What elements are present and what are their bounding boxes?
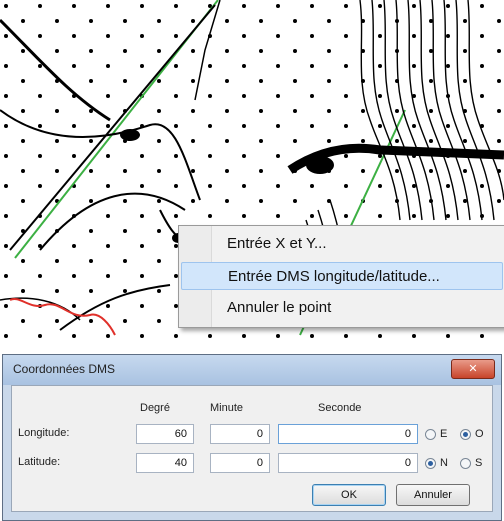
close-icon[interactable]: ✕ — [451, 359, 495, 379]
dialog-titlebar[interactable]: Coordonnées DMS ✕ — [3, 355, 501, 385]
cancel-button[interactable]: Annuler — [396, 484, 470, 506]
latitude-minute-field[interactable]: 0 — [210, 453, 270, 473]
dialog-body: Degré Minute Seconde Longitude: 60 0 0 E… — [11, 385, 493, 512]
menu-item-cancel-point[interactable]: Annuler le point — [227, 299, 332, 316]
latitude-south-label: S — [475, 457, 483, 469]
latitude-label: Latitude: — [18, 456, 61, 468]
latitude-second-field[interactable]: 0 — [278, 453, 418, 473]
menu-item-xy-entry[interactable]: Entrée X et Y... — [227, 235, 327, 252]
longitude-west-radio[interactable] — [460, 429, 471, 440]
latitude-north-radio[interactable] — [425, 458, 436, 469]
dialog-title: Coordonnées DMS — [13, 362, 116, 376]
longitude-minute-field[interactable]: 0 — [210, 424, 270, 444]
longitude-east-radio[interactable] — [425, 429, 436, 440]
header-second: Seconde — [318, 402, 362, 414]
header-degree: Degré — [140, 402, 170, 414]
map-drawing — [0, 0, 504, 340]
map-canvas[interactable] — [0, 0, 504, 340]
ok-button[interactable]: OK — [312, 484, 386, 506]
longitude-label: Longitude: — [18, 427, 70, 439]
latitude-north-label: N — [440, 457, 448, 469]
longitude-west-label: O — [475, 428, 484, 440]
longitude-second-field[interactable]: 0 — [278, 424, 418, 444]
longitude-degree-field[interactable]: 60 — [136, 424, 194, 444]
context-menu: Entrée X et Y... Entrée DMS longitude/la… — [178, 225, 504, 328]
menu-item-dms-entry[interactable]: Entrée DMS longitude/latitude... — [181, 262, 503, 290]
separator-band — [0, 340, 504, 354]
latitude-south-radio[interactable] — [460, 458, 471, 469]
latitude-degree-field[interactable]: 40 — [136, 453, 194, 473]
longitude-east-label: E — [440, 428, 448, 440]
header-minute: Minute — [210, 402, 244, 414]
dms-dialog: Coordonnées DMS ✕ Degré Minute Seconde L… — [2, 354, 502, 521]
